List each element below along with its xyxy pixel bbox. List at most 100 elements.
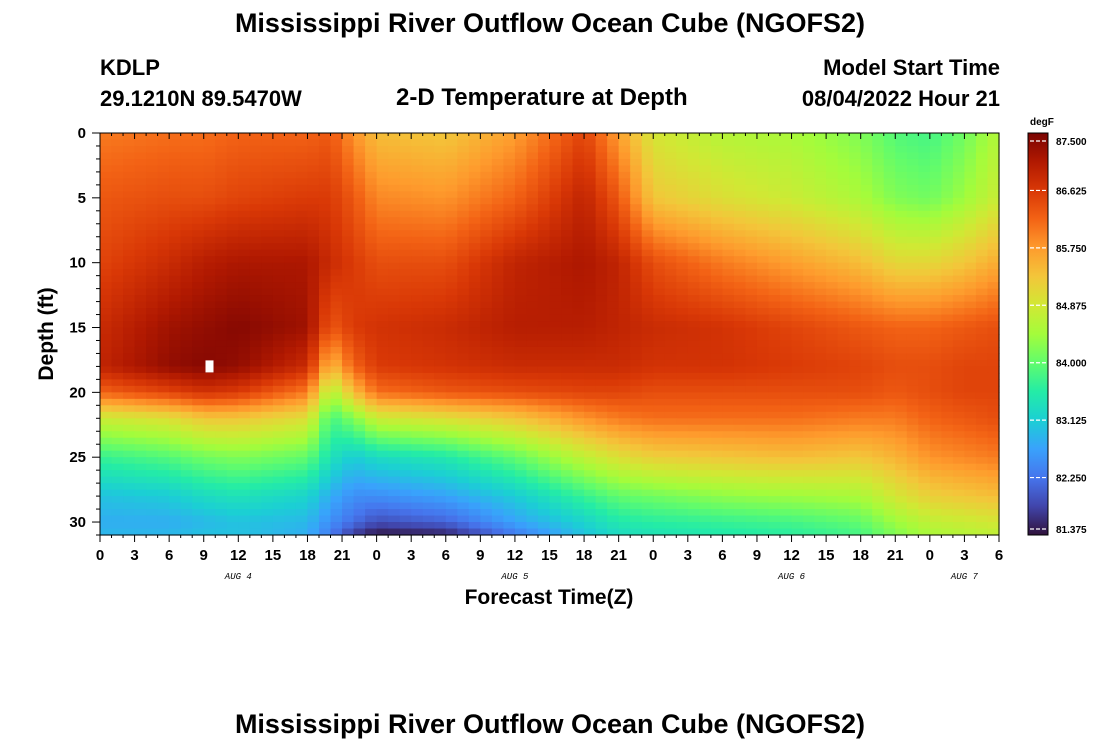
heatmap-cell [872,152,885,160]
heatmap-cell [653,515,666,523]
heatmap-cell [929,314,942,322]
heatmap-cell [641,249,654,257]
heatmap-cell [906,353,919,361]
heatmap-cell [514,483,528,491]
heatmap-cell [272,346,286,355]
heatmap-cell [756,418,770,426]
heatmap-cell [826,269,839,277]
heatmap-cell [987,522,1000,530]
heatmap-cell [330,444,343,452]
heatmap-cell [745,398,758,406]
heatmap-cell [641,327,654,335]
heatmap-cell [745,191,758,199]
heatmap-cell [272,522,286,530]
heatmap-cell [353,411,366,419]
heatmap-cell [929,230,942,238]
heatmap-cell [399,327,412,335]
heatmap-cell [157,210,170,218]
heatmap-cell [353,243,366,251]
heatmap-cell [780,463,793,471]
heatmap-cell [157,288,170,296]
heatmap-cell [895,457,908,465]
heatmap-cell [388,411,401,419]
heatmap-cell [918,327,931,335]
heatmap-cell [295,392,309,400]
heatmap-cell [837,223,850,231]
heatmap-cell [676,457,689,465]
heatmap-cell [664,152,677,160]
heatmap-cell [123,288,136,296]
heatmap-cell [249,509,262,517]
heatmap-cell [411,346,424,355]
heatmap-cell [330,165,343,173]
heatmap-cell [238,256,251,264]
heatmap-cell [342,509,355,517]
heatmap-cell [123,405,136,413]
heatmap-cell [791,424,804,432]
heatmap-cell [526,528,539,536]
heatmap-cell [353,204,366,212]
heatmap-cell [468,178,481,186]
heatmap-cell [123,301,136,309]
heatmap-cell [837,392,850,400]
heatmap-cell [987,139,1000,147]
heatmap-cell [526,217,539,225]
heatmap-cell [952,249,966,257]
heatmap-cell [791,217,804,225]
heatmap-cell [157,223,170,231]
heatmap-cell [365,392,378,400]
heatmap-cell [318,476,332,484]
heatmap-cell [653,197,666,205]
heatmap-cell [584,450,597,458]
heatmap-cell [399,418,412,426]
heatmap-cell [733,295,747,303]
heatmap-cell [699,522,712,530]
heatmap-cell [284,230,297,238]
heatmap-cell [964,301,977,309]
heatmap-cell [491,496,504,504]
heatmap-cell [549,204,562,212]
heatmap-cell [111,450,124,458]
heatmap-cell [791,262,804,270]
heatmap-cell [607,405,620,413]
heatmap-cell [272,528,286,536]
heatmap-cell [457,379,470,387]
heatmap-cell [203,353,216,361]
heatmap-cell [203,444,216,452]
heatmap-cell [722,463,735,471]
heatmap-cell [745,288,758,296]
heatmap-cell [422,171,435,179]
heatmap-cell [146,483,159,491]
heatmap-cell [307,418,320,426]
heatmap-cell [687,470,700,478]
heatmap-cell [952,359,966,368]
heatmap-cell [803,366,816,374]
heatmap-cell [226,314,239,322]
heatmap-cell [526,489,539,497]
heatmap-cell [952,424,966,432]
heatmap-cell [215,236,228,244]
heatmap-cell [134,509,147,517]
heatmap-cell [526,327,539,335]
heatmap-cell [307,379,320,387]
heatmap-cell [514,411,528,419]
heatmap-cell [745,359,758,368]
heatmap-cell [549,437,562,445]
heatmap-cell [826,424,839,432]
heatmap-cell [503,431,516,439]
heatmap-cell [756,184,770,192]
heatmap-cell [399,243,412,251]
heatmap-cell [710,359,723,368]
heatmap-cell [756,178,770,186]
heatmap-cell [964,483,977,491]
heatmap-cell [572,152,585,160]
heatmap-cell [307,327,320,335]
heatmap-cell [653,145,666,154]
heatmap-cell [295,217,309,225]
heatmap-cell [561,321,574,329]
heatmap-cell [514,204,528,212]
heatmap-cell [895,184,908,192]
heatmap-cell [699,139,712,147]
heatmap-cell [226,256,239,264]
heatmap-cell [883,204,896,212]
